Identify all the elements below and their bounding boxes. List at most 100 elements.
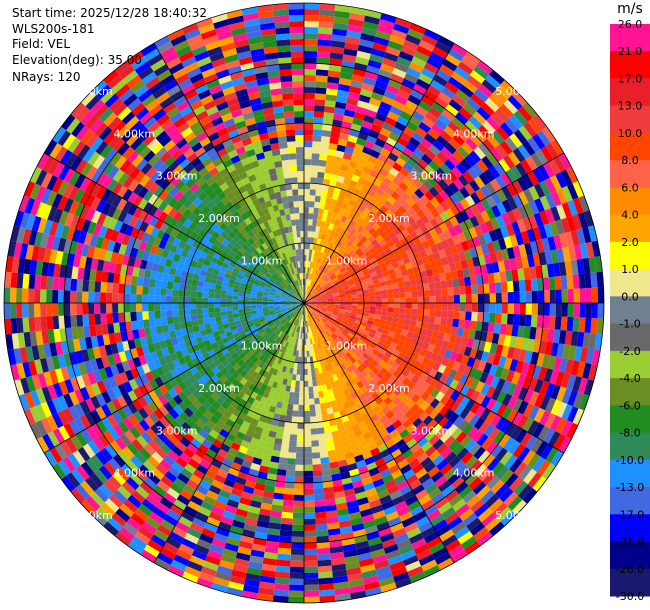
velocity-gate [597,303,604,319]
velocity-gate [448,544,465,558]
velocity-gate [452,460,466,473]
velocity-gate [310,362,315,369]
velocity-gate [98,248,107,261]
velocity-gate [395,157,407,168]
velocity-gate [321,299,328,302]
velocity-gate [190,495,204,507]
velocity-gate [291,530,304,537]
velocity-gate [402,275,410,282]
velocity-gate [335,181,343,189]
velocity-gate [197,256,206,265]
velocity-gate [459,373,469,385]
velocity-gate [291,311,296,317]
velocity-gate [372,118,385,128]
velocity-gate [495,215,506,228]
velocity-gate [376,74,390,85]
velocity-gate [297,338,301,345]
velocity-gate [372,144,383,154]
velocity-gate [336,315,344,321]
velocity-gate [269,461,279,469]
velocity-gate [181,510,195,523]
velocity-gate [200,566,217,577]
velocity-gate [540,444,554,460]
velocity-gate [258,361,265,369]
velocity-gate [327,235,334,243]
velocity-gate [322,359,328,366]
velocity-gate [262,308,269,312]
velocity-gate [172,526,187,539]
velocity-gate [203,281,211,288]
velocity-gate [421,276,429,285]
velocity-gate [239,285,246,291]
velocity-gate [148,390,159,401]
velocity-gate [467,426,479,439]
velocity-gate [389,560,406,572]
velocity-gate [582,257,591,274]
velocity-gate [244,415,253,424]
velocity-gate [229,575,246,585]
velocity-gate [448,154,461,167]
velocity-gate [454,335,463,345]
velocity-gate [425,201,436,212]
velocity-gate [278,324,284,330]
velocity-gate [100,281,108,293]
velocity-gate [134,422,146,436]
velocity-gate [357,131,369,141]
velocity-gate [205,469,217,480]
velocity-gate [356,365,365,373]
velocity-gate [243,273,251,279]
velocity-gate [318,264,324,271]
velocity-gate [330,400,338,408]
velocity-gate [464,410,476,423]
velocity-gate [286,306,293,309]
velocity-gate [570,331,579,347]
velocity-gate [242,584,259,594]
velocity-gate [341,331,348,337]
velocity-gate [384,387,394,397]
velocity-gate [506,382,517,396]
velocity-gate [51,397,63,413]
velocity-gate [260,396,268,404]
velocity-gate [62,183,75,199]
velocity-gate [469,522,486,536]
velocity-gate [98,483,114,499]
velocity-gate [463,365,472,377]
velocity-gate [139,481,153,495]
velocity-gate [385,137,397,148]
velocity-gate [214,293,221,299]
velocity-gate [321,215,328,222]
velocity-gate [170,482,184,495]
velocity-gate [437,35,454,49]
velocity-gate [477,360,487,372]
velocity-gate [283,493,294,501]
velocity-gate [192,273,200,281]
velocity-gate [304,404,310,411]
velocity-gate [447,303,454,311]
velocity-gate [304,141,313,148]
velocity-gate [357,303,364,307]
velocity-gate [453,415,465,428]
velocity-gate [131,438,144,452]
velocity-gate [415,208,426,219]
velocity-gate [343,285,350,290]
velocity-gate [409,571,426,584]
velocity-gate [275,309,282,313]
velocity-gate [427,253,436,263]
velocity-gate [357,176,367,186]
velocity-gate [282,320,288,326]
velocity-gate [489,282,496,294]
velocity-gate [31,345,40,361]
velocity-gate [293,325,297,332]
velocity-gate [311,281,315,287]
velocity-gate [566,374,577,391]
velocity-gate [274,349,280,357]
velocity-gate [579,347,589,363]
velocity-gate [309,326,312,333]
velocity-gate [304,57,317,64]
velocity-gate [173,404,184,416]
velocity-gate [70,435,83,451]
velocity-gate [264,484,275,493]
velocity-gate [427,359,436,369]
velocity-gate [340,303,346,306]
velocity-gate [330,198,338,206]
